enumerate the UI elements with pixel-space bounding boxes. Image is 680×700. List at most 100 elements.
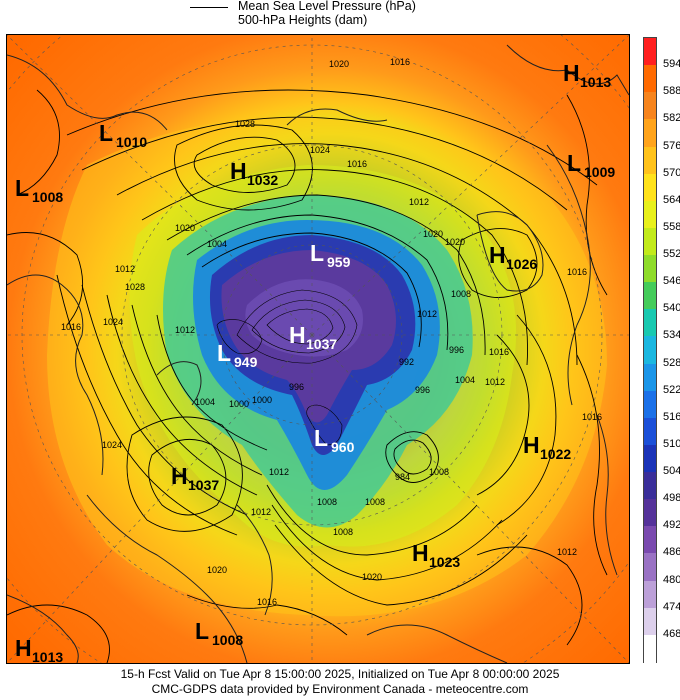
colorbar-label: 534 [663,329,680,342]
colorbar-segment [644,146,656,175]
colorbar-label: 576 [663,139,680,152]
colorbar-segment [644,282,656,311]
colorbar-label: 510 [663,437,680,450]
center-pressure: 1008 [212,632,243,648]
center-pressure: 1008 [32,189,63,205]
data-credit: CMC-GDPS data provided by Environment Ca… [151,682,529,696]
colorbar-segment [644,607,656,636]
isobar-label: 1020 [423,229,443,239]
center-type: L [15,175,29,201]
center-pressure: 1013 [580,74,611,90]
colorbar-label: 588 [663,85,680,98]
colorbar-label: 582 [663,112,680,125]
isobar-label: 996 [415,385,430,395]
vortex-isobars [216,289,358,446]
low-pressure-center: L 1008 [195,618,243,648]
colorbar-segment [644,553,656,582]
isobar-label: 1008 [317,497,337,507]
colorbar-label: 468 [663,627,680,640]
map-legend: Mean Sea Level Pressure (hPa) 500-hPa He… [190,0,490,28]
colorbar-label: 480 [663,573,680,586]
isobar-label: 1020 [362,572,382,582]
colorbar-segment [644,227,656,256]
colorbar-label: 474 [663,600,680,613]
colorbar-segment [644,363,656,392]
colorbar-label: 570 [663,166,680,179]
colorbar-label: 540 [663,302,680,315]
colorbar-segment [644,526,656,555]
isobar-label: 1016 [347,159,367,169]
center-pressure: 959 [327,254,351,270]
isobar-label: 1012 [417,309,437,319]
center-type: H [523,432,540,458]
colorbar-label: 498 [663,492,680,505]
center-type: L [195,618,209,644]
center-pressure: 960 [331,439,355,455]
height-colorbar [643,37,657,663]
isobar-label: 996 [289,382,304,392]
colorbar-segment [644,499,656,528]
center-pressure: 1037 [188,477,219,493]
colorbar-segment [644,173,656,202]
high-pressure-center: H 1037 [171,463,219,493]
isobar-label: 1008 [333,527,353,537]
isobar-label: 1012 [115,264,135,274]
colorbar-segment [644,38,656,66]
center-type: H [15,635,32,661]
center-type: L [217,340,231,366]
coastlines [7,44,629,663]
isobars [7,89,608,663]
heights-legend-label: 500-hPa Heights (dam) [238,13,368,27]
center-type: L [314,425,328,451]
isobar-label: 1012 [557,547,577,557]
isobar-label: 1012 [251,507,271,517]
center-type: H [412,540,429,566]
isobar-label: 1016 [567,267,587,277]
isobar-label: 1024 [310,145,330,155]
colorbar-segment [644,444,656,473]
colorbar-label: 486 [663,546,680,559]
center-type: H [489,242,506,268]
isobar-label: 1004 [455,375,475,385]
isobar-label: 1004 [195,397,215,407]
isobar-label: 1016 [489,347,509,357]
isobar-label: 1008 [429,467,449,477]
colorbar-label: 504 [663,465,680,478]
colorbar-label: 516 [663,410,680,423]
center-type: L [99,120,113,146]
center-pressure: 1010 [116,134,147,150]
center-type: L [310,240,324,266]
high-pressure-center: H 1032 [230,158,278,188]
low-pressure-center: L 1008 [15,175,63,205]
colorbar-segment [644,336,656,365]
isobar-label: 1008 [451,289,471,299]
colorbar-label: 594 [663,58,680,71]
isobar-label: 1016 [582,412,602,422]
center-pressure: 1026 [506,256,537,272]
center-type: H [289,322,306,348]
low-pressure-center: L 960 [314,425,355,455]
center-pressure: 1013 [32,649,63,663]
pressure-line-sample [190,7,228,8]
vortex-center [245,279,363,357]
colorbar-label: 558 [663,220,680,233]
colorbar-segment [644,580,656,609]
colorbar-segment [644,92,656,121]
center-type: L [567,150,581,176]
colorbar-label: 552 [663,248,680,261]
colorbar-segment [644,200,656,229]
isobar-label: 1020 [175,223,195,233]
forecast-map: H 1013 L 1010 H 1032 L 1009 L 1008 H 1026 L 959 H 1037 L… [6,34,630,664]
isobar-label: 1000 [229,399,249,409]
colorbar-label: 528 [663,356,680,369]
forecast-valid-time: 15-h Fcst Valid on Tue Apr 8 15:00:00 20… [120,667,560,681]
center-type: H [563,60,580,86]
isobar-label: 996 [449,345,464,355]
isobar-label: 984 [395,472,410,482]
center-type: H [230,158,247,184]
isobar-label: 1016 [257,597,277,607]
high-pressure-center: H 1026 [489,242,537,272]
isobar-label: 1020 [445,237,465,247]
